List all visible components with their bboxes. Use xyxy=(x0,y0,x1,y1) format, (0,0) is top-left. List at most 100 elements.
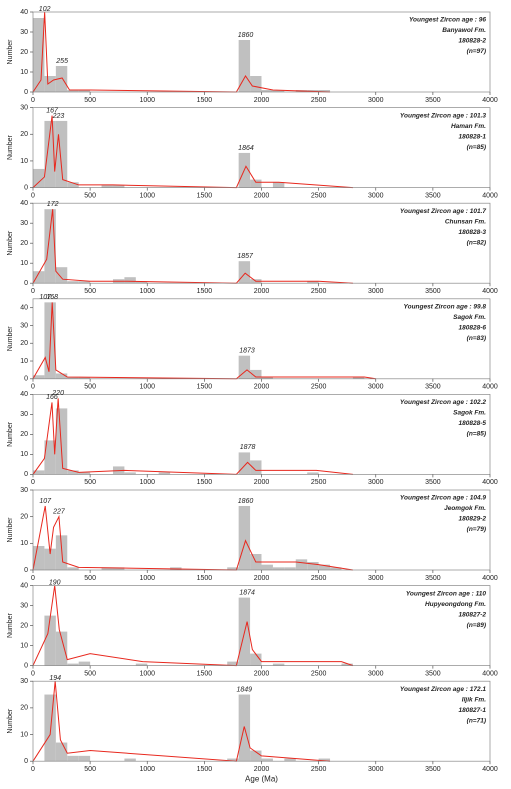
histogram-bar xyxy=(101,184,113,188)
histogram-bar xyxy=(55,120,68,188)
y-axis-label: Number xyxy=(7,421,14,447)
plot-frame xyxy=(32,298,491,380)
x-tick-label: 0 xyxy=(31,575,35,582)
sample-note: Youngest Zircon age : 102.2 xyxy=(400,399,486,406)
x-tick-label: 1500 xyxy=(197,97,213,104)
histogram-bar xyxy=(44,440,56,475)
histogram-bar xyxy=(44,615,56,666)
sample-note: Chunsan Fm. xyxy=(445,218,486,225)
sample-note: Youngest Zircon age : 172.1 xyxy=(400,686,486,693)
x-tick-label: 3000 xyxy=(368,288,384,295)
panel: 0 10 20 30 40 0 500 1000 1500 2000 2500 3000 3500 400… xyxy=(7,6,498,104)
sample-note: (n=89) xyxy=(467,622,486,629)
y-tick-label: 0 xyxy=(24,758,28,765)
x-tick-label: 1500 xyxy=(197,384,213,391)
y-tick-label: 20 xyxy=(20,705,28,712)
sample-note: 180827-1 xyxy=(459,707,487,714)
y-axis-label: Number xyxy=(7,39,14,65)
histogram-bar xyxy=(250,369,262,379)
y-axis-label: Number xyxy=(7,517,14,543)
y-tick-label: 10 xyxy=(20,358,28,365)
peak-label: 1860 xyxy=(238,498,254,505)
x-tick-label: 1000 xyxy=(139,97,155,104)
density-curve xyxy=(32,505,353,571)
y-tick-label: 40 xyxy=(20,305,28,312)
x-tick-label: 2500 xyxy=(311,97,327,104)
peak-label: 194 xyxy=(49,675,61,682)
x-tick-label: 1000 xyxy=(139,670,155,677)
histogram-bar xyxy=(124,758,136,762)
panel: 0 10 20 30 0 500 1000 1500 2000 2500 3000 3500 4000 N… xyxy=(7,104,498,199)
x-tick-label: 2000 xyxy=(254,192,270,199)
x-tick-label: 4000 xyxy=(482,288,498,295)
y-tick-label: 20 xyxy=(20,49,28,56)
y-tick-label: 40 xyxy=(20,200,28,207)
sample-note: Sagok Fm. xyxy=(453,314,486,321)
y-tick-label: 20 xyxy=(20,514,28,521)
peak-label: 167 xyxy=(46,107,59,114)
histogram-bar xyxy=(55,66,68,92)
x-tick-label: 4000 xyxy=(482,766,498,773)
y-tick-label: 40 xyxy=(20,582,28,589)
sample-note: Hupyeongdong Fm. xyxy=(425,601,486,608)
histogram-bar xyxy=(67,567,79,570)
y-tick-label: 0 xyxy=(24,471,28,478)
density-curve xyxy=(32,115,353,189)
x-tick-label: 0 xyxy=(31,288,35,295)
x-tick-label: 4000 xyxy=(482,384,498,391)
sample-note: Youngest Zircon age : 96 xyxy=(409,17,486,24)
histogram-bar xyxy=(227,758,239,762)
peak-label: 1878 xyxy=(240,444,256,451)
histogram-bar xyxy=(33,168,45,188)
sample-note: (n=79) xyxy=(467,526,486,533)
peak-label: 102 xyxy=(39,6,51,13)
histogram-bar xyxy=(67,90,79,92)
sample-note: 180828-6 xyxy=(459,325,487,332)
peak-label: 107 xyxy=(39,294,52,301)
peak-label: 1864 xyxy=(238,145,254,152)
histogram-bar xyxy=(44,694,56,762)
y-tick-label: 30 xyxy=(20,487,28,494)
y-tick-label: 40 xyxy=(20,9,28,16)
x-tick-label: 1500 xyxy=(197,288,213,295)
sample-note: (n=83) xyxy=(467,335,486,342)
histogram-bar xyxy=(158,472,171,475)
histogram-bar xyxy=(33,470,45,475)
x-tick-label: 4000 xyxy=(482,97,498,104)
histogram-bar xyxy=(67,281,79,284)
panel: 0 10 20 30 40 0 500 1000 1500 2000 2500 3000 3500 400… xyxy=(7,294,498,390)
x-tick-label: 3500 xyxy=(425,192,441,199)
sample-note: (n=97) xyxy=(467,48,486,55)
histogram-bar xyxy=(272,663,285,666)
histogram-bar xyxy=(67,470,79,475)
x-tick-label: 4000 xyxy=(482,670,498,677)
y-tick-label: 30 xyxy=(20,29,28,36)
histogram-bar xyxy=(67,755,79,762)
peak-label: 223 xyxy=(52,113,65,120)
sample-note: Youngest Zircon age : 101.7 xyxy=(400,208,486,215)
y-tick-label: 30 xyxy=(20,220,28,227)
histogram-bar xyxy=(272,567,285,570)
density-curve xyxy=(32,585,354,667)
y-axis-label: Number xyxy=(7,134,14,160)
histogram-bar xyxy=(352,377,365,379)
x-tick-label: 500 xyxy=(84,384,96,391)
x-tick-label: 0 xyxy=(31,479,35,486)
histogram-bar xyxy=(307,562,319,570)
histogram-bar xyxy=(78,90,91,92)
sample-note: Sagok Fm. xyxy=(453,410,486,417)
sample-note: Youngest Zircon age : 104.9 xyxy=(400,495,486,502)
histogram-bar xyxy=(33,546,45,570)
x-tick-label: 2500 xyxy=(311,384,327,391)
histogram-bar xyxy=(33,271,45,284)
x-tick-label: 1000 xyxy=(139,288,155,295)
y-tick-label: 10 xyxy=(20,69,28,76)
x-tick-label: 500 xyxy=(84,575,96,582)
x-tick-label: 4000 xyxy=(482,575,498,582)
histogram-bar xyxy=(67,663,79,666)
histogram-bar xyxy=(250,653,262,666)
sample-note: 180828-5 xyxy=(459,420,487,427)
sample-note: 180829-2 xyxy=(459,516,487,523)
histogram-bar xyxy=(318,564,331,570)
x-tick-label: 3000 xyxy=(368,575,384,582)
